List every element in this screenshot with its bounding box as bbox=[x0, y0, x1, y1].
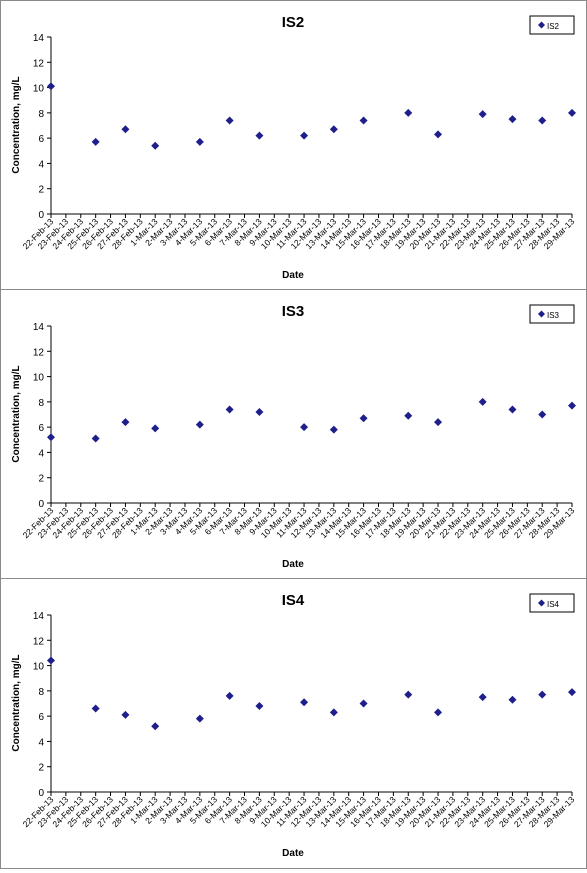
y-tick-label: 4 bbox=[38, 159, 44, 170]
x-axis-label: Date bbox=[282, 848, 304, 859]
data-point-is3 bbox=[434, 418, 443, 427]
data-point-is4 bbox=[404, 690, 413, 699]
legend-marker bbox=[538, 310, 545, 318]
legend-marker bbox=[538, 599, 545, 607]
data-point-is4 bbox=[121, 710, 130, 719]
data-point-is4 bbox=[255, 702, 264, 711]
data-point-is2 bbox=[329, 125, 338, 134]
legend-marker bbox=[538, 21, 545, 29]
chart-panel-is2: IS2 IS2 0 2 4 6 8 10 12 14 22-Feb-13 23-Feb-13 24-Fe… bbox=[0, 0, 587, 290]
chart-svg-is2: IS2 IS20246810121422-Feb-1323-Feb-1324-Fe… bbox=[11, 14, 577, 281]
data-point-is3 bbox=[300, 423, 309, 432]
data-point-is2 bbox=[538, 116, 547, 125]
data-point-is3 bbox=[508, 405, 517, 414]
y-tick-label: 0 bbox=[38, 499, 44, 510]
chart-title-is2: IS2 bbox=[282, 14, 305, 31]
legend-label: IS4 bbox=[547, 600, 560, 609]
data-point-is2 bbox=[151, 141, 160, 150]
y-tick-label: 2 bbox=[38, 185, 44, 196]
data-point-is4 bbox=[568, 688, 576, 697]
data-point-is2 bbox=[300, 131, 309, 140]
x-axis-label: Date bbox=[282, 559, 304, 570]
data-point-is3 bbox=[359, 414, 368, 423]
y-tick-label: 8 bbox=[38, 687, 44, 698]
legend-label: IS2 bbox=[547, 22, 560, 31]
data-point-is2 bbox=[47, 82, 55, 91]
data-point-is3 bbox=[255, 407, 264, 416]
data-point-is4 bbox=[508, 695, 517, 704]
y-axis-label: Concentration, mg/L bbox=[11, 76, 22, 173]
chart-svg-is4: IS4 IS40246810121422-Feb-1323-Feb-1324-Fe… bbox=[11, 592, 577, 859]
data-point-is3 bbox=[121, 418, 130, 427]
y-tick-label: 2 bbox=[38, 763, 44, 774]
data-point-is2 bbox=[478, 110, 487, 119]
y-tick-label: 14 bbox=[33, 611, 45, 622]
data-point-is4 bbox=[329, 708, 338, 717]
y-tick-label: 0 bbox=[38, 788, 44, 799]
legend-is4: IS4 bbox=[529, 593, 575, 613]
y-tick-label: 10 bbox=[33, 373, 45, 384]
chart-panel-is3: IS3 IS3 0 2 4 6 8 10 12 14 22-Feb-13 23-Feb-13 24-Fe… bbox=[0, 289, 587, 579]
y-tick-label: 12 bbox=[33, 58, 45, 69]
y-tick-label: 6 bbox=[38, 712, 44, 723]
data-point-is4 bbox=[538, 690, 547, 699]
legend-label: IS3 bbox=[547, 311, 560, 320]
data-point-is3 bbox=[329, 425, 338, 434]
data-point-is2 bbox=[255, 131, 264, 140]
data-point-is4 bbox=[359, 699, 368, 708]
y-tick-label: 4 bbox=[38, 737, 44, 748]
data-point-is3 bbox=[538, 410, 547, 419]
y-tick-label: 6 bbox=[38, 134, 44, 145]
chart-title-is4: IS4 bbox=[282, 592, 305, 609]
data-point-is2 bbox=[359, 116, 368, 125]
y-tick-label: 4 bbox=[38, 448, 44, 459]
y-tick-label: 6 bbox=[38, 423, 44, 434]
data-point-is2 bbox=[404, 108, 413, 117]
legend-is2: IS2 bbox=[529, 15, 575, 35]
data-point-is3 bbox=[47, 433, 55, 442]
data-point-is3 bbox=[478, 397, 487, 406]
data-point-is3 bbox=[91, 434, 100, 443]
y-tick-label: 10 bbox=[33, 84, 45, 95]
data-point-is3 bbox=[568, 401, 576, 410]
x-axis-label: Date bbox=[282, 270, 304, 281]
data-point-is4 bbox=[300, 698, 309, 707]
data-point-is4 bbox=[434, 708, 443, 717]
data-point-is3 bbox=[151, 424, 160, 433]
chart-panel-is4: IS4 IS4 0 2 4 6 8 10 12 14 22-Feb-13 23-Feb-13 24-Fe… bbox=[0, 578, 587, 869]
y-tick-label: 2 bbox=[38, 474, 44, 485]
data-point-is2 bbox=[195, 137, 204, 146]
y-tick-label: 14 bbox=[33, 322, 45, 333]
data-point-is2 bbox=[225, 116, 234, 125]
y-axis-label: Concentration, mg/L bbox=[11, 365, 22, 462]
y-tick-label: 8 bbox=[38, 109, 44, 120]
y-tick-label: 0 bbox=[38, 210, 44, 221]
y-tick-label: 14 bbox=[33, 33, 45, 44]
chart-title-is3: IS3 bbox=[282, 303, 305, 320]
y-tick-label: 12 bbox=[33, 347, 45, 358]
data-point-is2 bbox=[121, 125, 130, 134]
data-point-is2 bbox=[91, 137, 100, 146]
data-point-is3 bbox=[225, 405, 234, 414]
data-point-is2 bbox=[568, 108, 576, 117]
y-tick-label: 10 bbox=[33, 662, 45, 673]
data-point-is4 bbox=[195, 714, 204, 723]
y-axis-label: Concentration, mg/L bbox=[11, 654, 22, 751]
data-point-is4 bbox=[47, 656, 55, 665]
data-point-is3 bbox=[404, 411, 413, 420]
data-point-is2 bbox=[508, 115, 517, 124]
legend-is3: IS3 bbox=[529, 304, 575, 324]
data-point-is4 bbox=[151, 722, 160, 731]
data-point-is4 bbox=[91, 704, 100, 713]
data-point-is4 bbox=[225, 691, 234, 700]
y-tick-label: 8 bbox=[38, 398, 44, 409]
data-point-is4 bbox=[478, 693, 487, 702]
data-point-is2 bbox=[434, 130, 443, 139]
data-point-is3 bbox=[195, 420, 204, 429]
y-tick-label: 12 bbox=[33, 636, 45, 647]
chart-svg-is3: IS3 IS30246810121422-Feb-1323-Feb-1324-Fe… bbox=[11, 303, 577, 570]
